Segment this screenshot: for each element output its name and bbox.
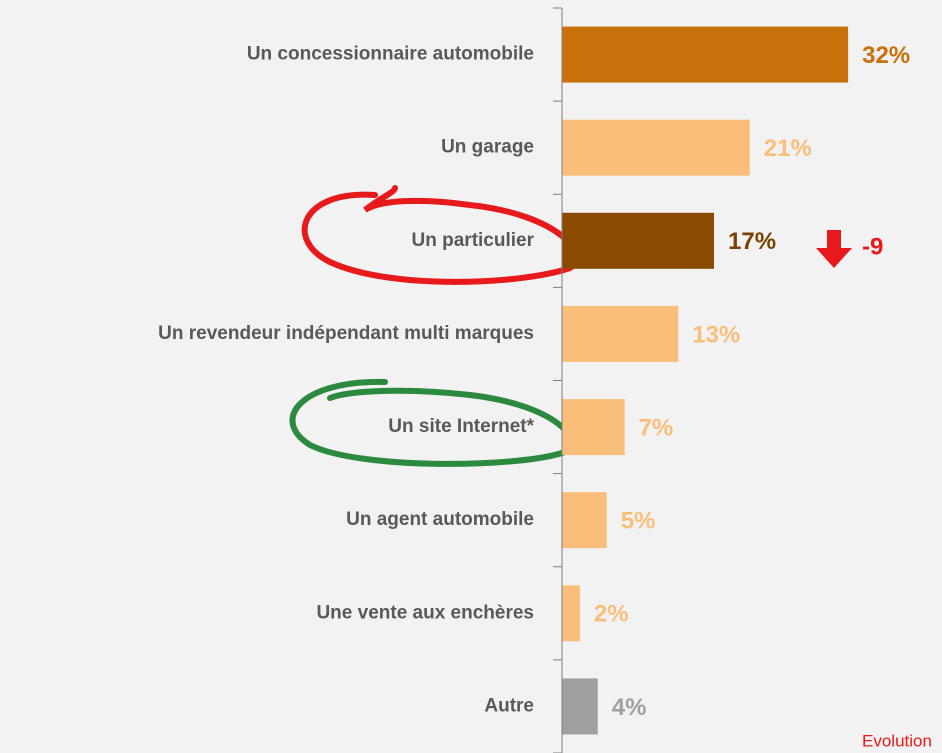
bar xyxy=(562,305,679,362)
annotation: -9 xyxy=(862,233,883,260)
category-label: Un revendeur indépendant multi marques xyxy=(158,323,534,344)
value-label: 17% xyxy=(728,228,776,255)
bar xyxy=(562,212,714,269)
value-label: 32% xyxy=(862,42,910,69)
category-label: Un garage xyxy=(441,137,534,158)
category-label: Un agent automobile xyxy=(346,509,534,530)
bar xyxy=(562,119,750,176)
category-label: Une vente aux enchères xyxy=(316,602,534,623)
category-label: Un site Internet* xyxy=(388,416,534,437)
bar xyxy=(562,399,625,456)
value-label: 2% xyxy=(594,601,629,628)
value-label: 21% xyxy=(764,135,812,162)
value-label: 5% xyxy=(621,508,656,535)
value-label: 4% xyxy=(612,694,647,721)
category-label: Autre xyxy=(484,695,534,716)
bar xyxy=(562,26,849,83)
category-label: Un concessionnaire automobile xyxy=(247,44,534,65)
down-arrow xyxy=(816,230,852,268)
bar xyxy=(562,678,598,735)
bar xyxy=(562,585,580,642)
green-circle xyxy=(289,378,574,467)
bar xyxy=(562,492,607,549)
value-label: 13% xyxy=(692,321,740,348)
value-label: 7% xyxy=(639,414,674,441)
footnote: Evolution xyxy=(862,731,932,750)
category-label: Un particulier xyxy=(412,230,535,251)
